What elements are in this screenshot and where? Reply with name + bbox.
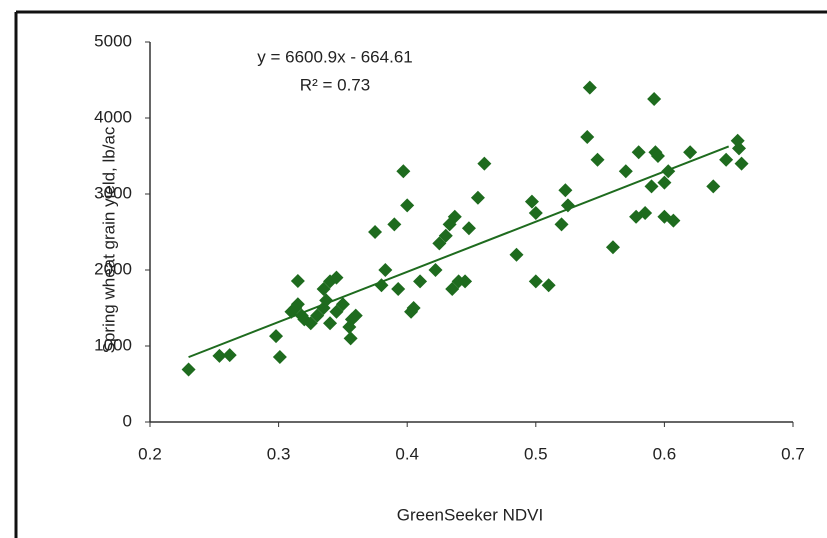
data-point	[541, 278, 556, 293]
data-point	[344, 312, 359, 327]
trend-r2: R² = 0.73	[300, 75, 370, 94]
data-point	[222, 348, 237, 363]
y-tick-label: 0	[123, 411, 132, 430]
data-point	[288, 301, 303, 315]
data-point	[400, 198, 415, 213]
data-point	[666, 213, 681, 228]
trendline	[188, 145, 730, 359]
x-tick-label: 0.6	[653, 444, 677, 463]
data-point	[731, 141, 746, 156]
data-point	[509, 247, 524, 262]
data-point	[272, 350, 287, 365]
data-point	[316, 282, 331, 296]
data-point	[528, 274, 543, 289]
y-tick-label: 2000	[94, 259, 132, 278]
data-point	[329, 304, 344, 319]
data-point	[461, 221, 476, 236]
data-point	[212, 348, 227, 363]
data-point	[590, 152, 605, 167]
y-tick-label: 5000	[94, 31, 132, 50]
data-point	[447, 209, 462, 224]
data-point	[290, 274, 305, 289]
data-point	[661, 164, 676, 179]
data-point	[524, 194, 539, 209]
data-point	[413, 274, 428, 289]
data-point	[181, 362, 196, 377]
data-point	[734, 156, 749, 171]
data-point	[554, 217, 569, 232]
data-point	[719, 152, 734, 167]
trend-equation: y = 6600.9x - 664.61	[257, 47, 412, 66]
y-tick-label: 3000	[94, 183, 132, 202]
data-point	[319, 293, 334, 308]
data-point	[477, 156, 492, 171]
data-point	[368, 225, 383, 239]
data-point	[391, 282, 406, 296]
data-point	[631, 145, 646, 160]
data-point	[638, 206, 653, 220]
data-point	[706, 179, 721, 194]
data-point	[605, 240, 620, 255]
data-point	[558, 183, 573, 198]
data-point	[396, 164, 411, 179]
x-tick-label: 0.4	[395, 444, 419, 463]
x-tick-label: 0.3	[267, 444, 291, 463]
data-point	[310, 308, 325, 323]
data-point	[404, 304, 419, 319]
data-point	[683, 145, 698, 160]
y-tick-label: 1000	[94, 335, 132, 354]
data-point	[329, 270, 344, 285]
x-tick-label: 0.2	[138, 444, 162, 463]
data-point	[657, 175, 672, 190]
data-point	[323, 316, 338, 331]
x-tick-label: 0.5	[524, 444, 548, 463]
data-point	[303, 316, 318, 331]
data-point	[650, 149, 665, 163]
data-point	[269, 329, 284, 344]
data-point	[528, 206, 543, 220]
data-point	[335, 297, 350, 312]
data-point	[438, 228, 453, 243]
data-point	[432, 236, 447, 251]
data-point	[378, 263, 393, 277]
data-point	[560, 198, 575, 213]
data-point	[647, 92, 662, 106]
y-axis-title: Spring wheat grain yield, lb/ac	[99, 126, 118, 353]
data-point	[458, 274, 473, 289]
data-point	[343, 331, 358, 346]
x-tick-label: 0.7	[781, 444, 805, 463]
data-point	[374, 278, 389, 293]
data-point	[387, 217, 402, 232]
data-point	[428, 263, 443, 277]
y-tick-label: 4000	[94, 107, 132, 126]
x-axis-title: GreenSeeker NDVI	[397, 505, 543, 524]
data-point	[445, 282, 460, 296]
data-point	[644, 179, 659, 194]
data-point	[582, 80, 597, 95]
data-point	[580, 130, 595, 144]
data-point	[470, 190, 485, 205]
data-point	[618, 164, 633, 179]
